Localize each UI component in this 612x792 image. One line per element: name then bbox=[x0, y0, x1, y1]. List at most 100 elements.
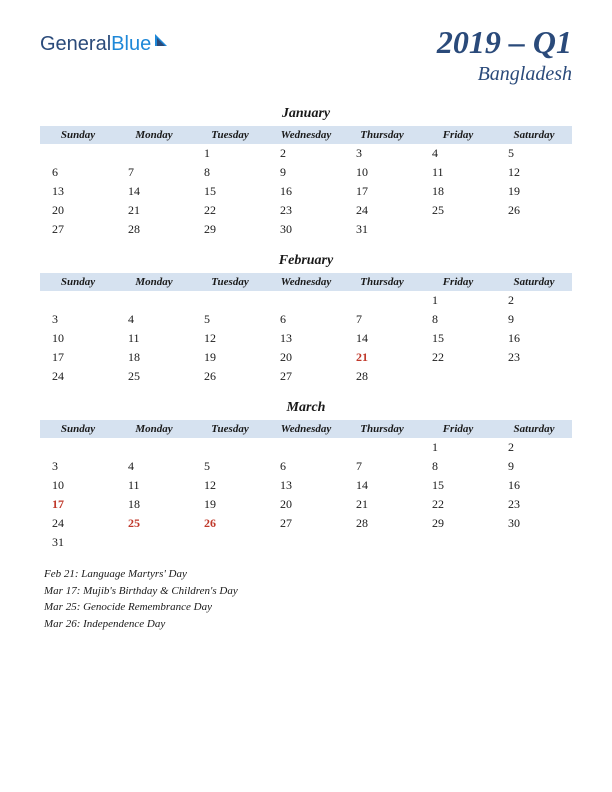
day-cell: 16 bbox=[496, 329, 572, 348]
logo: GeneralBlue bbox=[40, 32, 171, 56]
day-header: Friday bbox=[420, 126, 496, 144]
day-cell: 16 bbox=[268, 182, 344, 201]
day-cell: 5 bbox=[496, 144, 572, 163]
day-cell: 11 bbox=[116, 329, 192, 348]
day-cell: 29 bbox=[420, 514, 496, 533]
header: GeneralBlue 2019 – Q1 Bangladesh bbox=[40, 24, 572, 86]
day-cell: 21 bbox=[344, 348, 420, 367]
day-cell: 18 bbox=[420, 182, 496, 201]
day-cell: 8 bbox=[420, 457, 496, 476]
day-cell: 12 bbox=[192, 329, 268, 348]
month-block: MarchSundayMondayTuesdayWednesdayThursda… bbox=[40, 400, 572, 552]
day-header: Thursday bbox=[344, 420, 420, 438]
day-cell: 21 bbox=[344, 495, 420, 514]
day-cell: 13 bbox=[268, 329, 344, 348]
day-cell: 5 bbox=[192, 457, 268, 476]
day-cell: 9 bbox=[496, 457, 572, 476]
day-cell: 19 bbox=[192, 348, 268, 367]
day-cell: 20 bbox=[40, 201, 116, 220]
day-cell: 25 bbox=[116, 514, 192, 533]
day-cell: 24 bbox=[344, 201, 420, 220]
day-cell bbox=[268, 291, 344, 310]
day-cell bbox=[420, 367, 496, 386]
day-cell: 1 bbox=[192, 144, 268, 163]
day-cell: 30 bbox=[496, 514, 572, 533]
day-header: Wednesday bbox=[268, 420, 344, 438]
day-cell bbox=[496, 220, 572, 239]
day-cell: 1 bbox=[420, 438, 496, 457]
table-row: 17181920212223 bbox=[40, 348, 572, 367]
day-cell: 15 bbox=[420, 476, 496, 495]
day-cell: 16 bbox=[496, 476, 572, 495]
day-header: Tuesday bbox=[192, 420, 268, 438]
day-header: Saturday bbox=[496, 420, 572, 438]
table-row: 31 bbox=[40, 533, 572, 552]
day-cell: 11 bbox=[116, 476, 192, 495]
day-cell: 31 bbox=[344, 220, 420, 239]
day-cell bbox=[420, 533, 496, 552]
day-cell: 7 bbox=[344, 310, 420, 329]
day-cell: 19 bbox=[496, 182, 572, 201]
table-row: 17181920212223 bbox=[40, 495, 572, 514]
day-cell: 13 bbox=[40, 182, 116, 201]
month-block: FebruarySundayMondayTuesdayWednesdayThur… bbox=[40, 253, 572, 386]
month-name: January bbox=[40, 106, 572, 122]
day-cell: 14 bbox=[344, 329, 420, 348]
holiday-note: Mar 25: Genocide Remembrance Day bbox=[44, 599, 572, 616]
day-header: Sunday bbox=[40, 273, 116, 291]
day-cell bbox=[268, 533, 344, 552]
day-header: Saturday bbox=[496, 126, 572, 144]
table-row: 12345 bbox=[40, 144, 572, 163]
day-cell: 3 bbox=[40, 457, 116, 476]
day-cell: 4 bbox=[116, 310, 192, 329]
day-cell: 22 bbox=[420, 348, 496, 367]
day-cell bbox=[496, 367, 572, 386]
day-header: Wednesday bbox=[268, 126, 344, 144]
day-cell: 2 bbox=[268, 144, 344, 163]
day-cell: 24 bbox=[40, 367, 116, 386]
day-header: Monday bbox=[116, 126, 192, 144]
day-cell: 28 bbox=[116, 220, 192, 239]
day-header: Thursday bbox=[344, 126, 420, 144]
day-cell: 10 bbox=[344, 163, 420, 182]
day-cell: 4 bbox=[116, 457, 192, 476]
day-cell: 12 bbox=[496, 163, 572, 182]
day-header: Thursday bbox=[344, 273, 420, 291]
day-cell bbox=[192, 533, 268, 552]
day-cell: 10 bbox=[40, 329, 116, 348]
day-cell: 25 bbox=[420, 201, 496, 220]
day-cell: 23 bbox=[496, 348, 572, 367]
day-cell: 9 bbox=[268, 163, 344, 182]
day-cell: 28 bbox=[344, 367, 420, 386]
day-cell bbox=[344, 438, 420, 457]
day-header: Saturday bbox=[496, 273, 572, 291]
day-cell: 6 bbox=[268, 310, 344, 329]
day-cell: 9 bbox=[496, 310, 572, 329]
day-cell bbox=[40, 144, 116, 163]
day-cell: 2 bbox=[496, 291, 572, 310]
day-cell: 19 bbox=[192, 495, 268, 514]
day-cell: 31 bbox=[40, 533, 116, 552]
day-cell: 2 bbox=[496, 438, 572, 457]
day-header: Monday bbox=[116, 420, 192, 438]
month-block: JanuarySundayMondayTuesdayWednesdayThurs… bbox=[40, 106, 572, 239]
day-cell: 20 bbox=[268, 495, 344, 514]
day-cell: 14 bbox=[116, 182, 192, 201]
day-cell: 17 bbox=[344, 182, 420, 201]
day-cell: 3 bbox=[344, 144, 420, 163]
day-cell bbox=[40, 438, 116, 457]
day-cell: 6 bbox=[40, 163, 116, 182]
table-row: 6789101112 bbox=[40, 163, 572, 182]
day-cell: 18 bbox=[116, 348, 192, 367]
day-header: Sunday bbox=[40, 420, 116, 438]
day-cell: 27 bbox=[268, 367, 344, 386]
day-cell: 25 bbox=[116, 367, 192, 386]
day-cell bbox=[268, 438, 344, 457]
table-row: 20212223242526 bbox=[40, 201, 572, 220]
day-cell: 6 bbox=[268, 457, 344, 476]
day-cell: 8 bbox=[420, 310, 496, 329]
day-header: Friday bbox=[420, 273, 496, 291]
table-row: 12 bbox=[40, 438, 572, 457]
day-cell bbox=[116, 533, 192, 552]
day-cell bbox=[192, 291, 268, 310]
